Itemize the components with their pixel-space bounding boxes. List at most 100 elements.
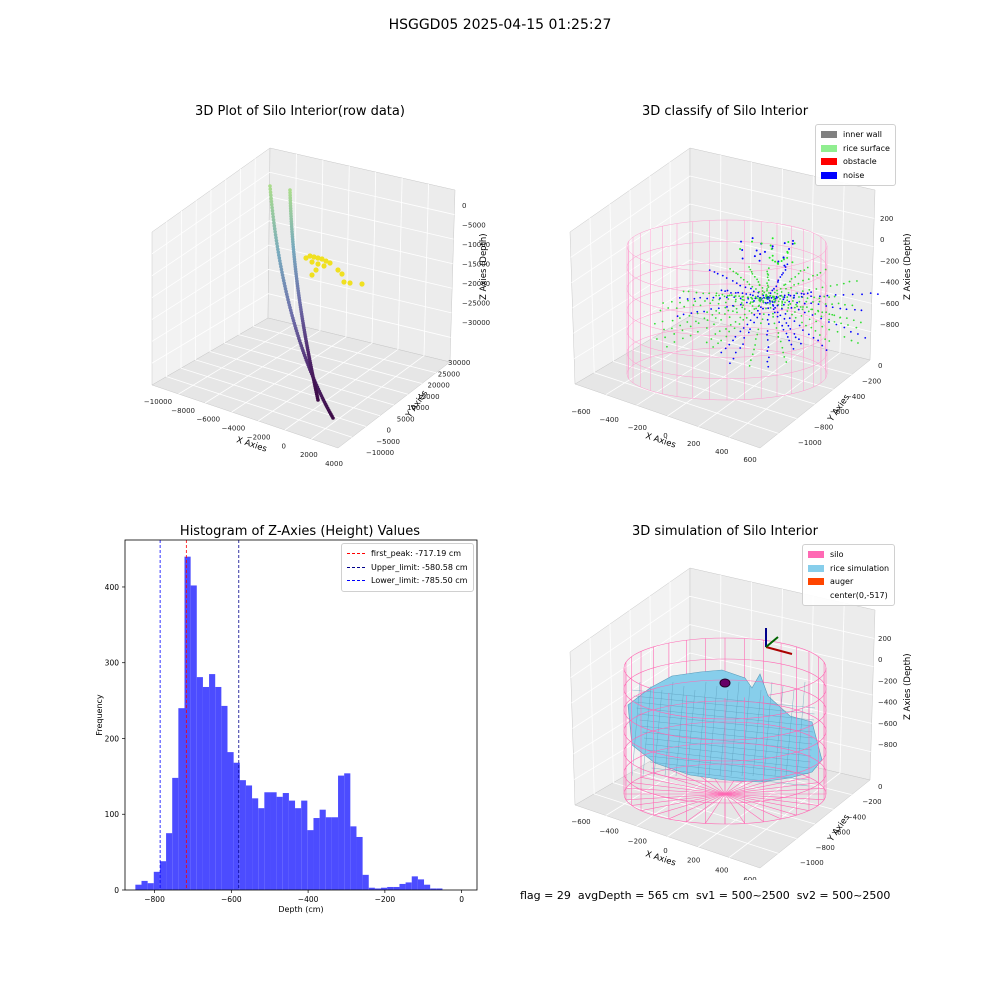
classify-point — [798, 300, 801, 303]
classify-point — [732, 304, 734, 307]
raw-z-tick-label: −5000 — [462, 222, 486, 230]
classify-point — [762, 301, 765, 303]
classify-point — [731, 310, 734, 313]
classify-point — [761, 286, 764, 289]
classify-point — [762, 307, 764, 310]
classify-point — [766, 282, 768, 285]
classify-point — [783, 317, 786, 320]
classify-point — [734, 300, 737, 303]
classify-point — [673, 341, 676, 343]
classify-point — [768, 292, 770, 294]
classify-point — [767, 267, 770, 270]
classify-z-tick-label: 200 — [880, 215, 893, 223]
hist-bar — [319, 809, 326, 890]
classify-point — [785, 332, 788, 335]
raw-point — [272, 224, 277, 228]
classify-point — [856, 280, 858, 282]
hist-bar — [184, 556, 191, 890]
hist-bar — [288, 800, 296, 890]
classify-point — [713, 323, 715, 326]
classify-point — [736, 273, 739, 276]
classify-point — [791, 300, 794, 302]
classify-point — [756, 333, 759, 336]
hist-bar — [430, 888, 437, 890]
classify-point — [760, 297, 763, 300]
legend-label: auger — [830, 577, 854, 587]
hist-bar — [215, 686, 222, 890]
classify-point — [739, 347, 742, 349]
classify-point — [739, 248, 742, 251]
raw-z-tick-label: −10000 — [462, 241, 490, 249]
classify-point — [854, 308, 856, 311]
classify-point — [777, 332, 780, 334]
classify-point — [714, 317, 717, 319]
hist-bar — [239, 780, 246, 890]
classify-point — [805, 306, 808, 309]
classify-point — [782, 258, 785, 261]
raw-point — [276, 247, 280, 252]
classify-point — [758, 304, 761, 307]
classify-x-tick-label: 600 — [743, 456, 756, 464]
classify-point — [837, 302, 840, 305]
legend-label: center(0,-517) — [830, 590, 888, 600]
classify-point — [682, 313, 685, 316]
classify-point — [748, 364, 751, 367]
classify-point — [801, 308, 804, 311]
classify-point — [787, 304, 790, 306]
classify-point — [762, 294, 765, 297]
sim-z-tick-label: 0 — [878, 656, 882, 664]
legend-swatch — [347, 566, 365, 568]
classify-point — [755, 249, 758, 252]
classify-point — [742, 318, 745, 321]
legend-swatch — [821, 131, 837, 139]
classify-point — [710, 338, 713, 340]
histogram-chart: −800 −600 −400 −200 0 0 100 200 300 400 Depth (c… — [95, 539, 478, 914]
raw-point — [316, 398, 320, 402]
classify-point — [783, 242, 786, 245]
raw-point — [303, 255, 309, 261]
classify-x-tick-label: 400 — [715, 448, 728, 456]
raw-point — [278, 261, 283, 266]
legend-entry: rice simulation — [808, 562, 889, 576]
classify-point — [783, 296, 786, 299]
classify-point — [808, 288, 811, 291]
classify-point — [749, 359, 752, 362]
classify-point — [731, 279, 734, 282]
classify-point — [741, 306, 744, 309]
classify-point — [766, 360, 769, 363]
classify-point — [800, 295, 803, 298]
classify-point — [833, 320, 836, 323]
classify-point — [851, 304, 854, 307]
classify-point — [717, 302, 720, 305]
raw-point — [323, 258, 329, 264]
hist-bar — [245, 785, 253, 890]
classify-point — [659, 309, 662, 312]
classify-point — [724, 347, 727, 350]
hist-panel-title: Histogram of Z-Axies (Height) Values — [179, 524, 421, 539]
classify-point — [775, 285, 778, 288]
classify-y-tick-label: −400 — [846, 393, 865, 401]
classify-point — [774, 299, 777, 302]
raw-point — [288, 190, 292, 195]
classify-point — [812, 336, 815, 339]
sim-panel-title: 3D simulation of Silo Interior — [632, 524, 818, 539]
classify-point — [821, 344, 824, 347]
raw-point — [273, 232, 278, 237]
classify-point — [777, 335, 780, 338]
classify-point — [847, 324, 849, 326]
hist-bar — [190, 585, 197, 890]
raw-point — [270, 208, 275, 213]
raw-point — [269, 199, 274, 204]
classify-point — [826, 294, 829, 297]
classify-point — [783, 284, 785, 287]
classify-point — [750, 296, 753, 299]
hist-x-tick-label: 0 — [459, 895, 464, 904]
classify-point — [690, 312, 693, 315]
classify-point — [681, 329, 684, 332]
legend-entry: obstacle — [821, 155, 890, 169]
classify-point — [715, 309, 718, 312]
raw-point — [288, 206, 293, 211]
classify-point — [740, 302, 743, 304]
classify-point — [824, 268, 827, 271]
classify-point — [681, 337, 684, 340]
